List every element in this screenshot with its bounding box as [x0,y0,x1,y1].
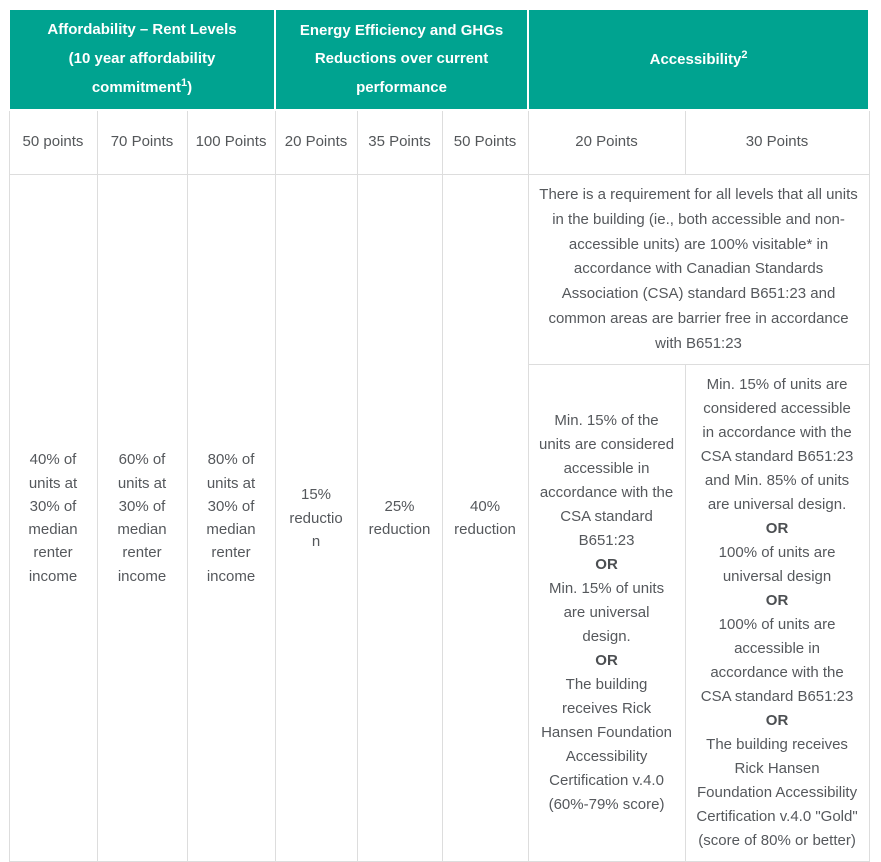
footnote-2-marker: 2 [741,48,748,61]
accessibility-20points-cell: Min. 15% of the units are considered acc… [527,364,686,862]
points-cell-affordability-50: 50 points [8,109,98,175]
criteria-table: Affordability – Rent Levels (10 year aff… [7,8,871,862]
body-row-bottom: Min. 15% of the units are considered acc… [9,364,870,862]
acc20-option-3: The building receives Rick Hansen Founda… [541,676,673,814]
header-accessibility: Accessibility2 [527,8,871,111]
header-affordability-line2: (10 year affordability commitment1) [20,45,264,103]
header-affordability: Affordability – Rent Levels (10 year aff… [7,8,277,111]
group-header-row: Affordability – Rent Levels (10 year aff… [7,8,871,111]
acc30-or-3: OR [765,712,789,730]
acc30-option-2: 100% of units are universal design [718,544,836,586]
affordability-cell-60pct: 60% of units at 30% of median renter inc… [96,173,188,862]
acc30-option-3: 100% of units are accessible in accordan… [700,616,854,706]
points-cell-affordability-100: 100 Points [186,109,276,175]
header-energy-line2: Reductions over current [314,50,489,67]
affordability-cell-40pct: 40% of units at 30% of median renter inc… [8,173,98,862]
energy-cell-25pct: 25% reduction [356,173,443,862]
accessibility-requirement-cell: There is a requirement for all levels th… [527,173,870,366]
acc30-option-4: The building receives Rick Hansen Founda… [696,736,858,850]
acc20-or-1: OR [595,556,618,574]
energy-cell-15pct: 15% reduction [274,173,358,862]
acc20-or-2: OR [595,652,618,670]
acc30-or-2: OR [765,592,789,610]
points-header-row: 50 points 70 Points 100 Points 20 Points… [8,109,870,175]
acc30-option-1: Min. 15% of units are considered accessi… [700,376,854,514]
header-energy-line3: performance [356,78,447,96]
body-row-top: 40% of units at 30% of median renter inc… [8,173,870,862]
points-cell-energy-35: 35 Points [356,109,443,175]
accessibility-30points-cell: Min. 15% of units are considered accessi… [684,364,870,862]
footnote-1-marker: 1 [181,77,188,89]
affordability-cell-80pct: 80% of units at 30% of median renter inc… [186,173,276,862]
points-cell-affordability-70: 70 Points [96,109,188,175]
points-cell-energy-20: 20 Points [274,109,358,175]
header-energy-line1: Energy Efficiency and GHGs [299,21,504,39]
acc20-option-2: Min. 15% of units are universal design. [549,580,665,646]
energy-cell-40pct: 40% reduction [441,173,529,862]
header-affordability-line1: Affordability – Rent Levels [47,21,237,38]
header-affordability-line2-close: ) [187,79,193,96]
points-cell-accessibility-20: 20 Points [527,109,686,175]
points-cell-accessibility-30: 30 Points [684,109,870,175]
page: Affordability – Rent Levels (10 year aff… [7,8,871,862]
acc30-or-1: OR [765,520,789,538]
header-affordability-line2-text: (10 year affordability commitment [68,49,216,97]
header-accessibility-title: Accessibility [649,50,742,68]
acc20-option-1: Min. 15% of the units are considered acc… [539,412,675,550]
points-cell-energy-50: 50 Points [441,109,529,175]
header-energy: Energy Efficiency and GHGs Reductions ov… [274,8,530,111]
